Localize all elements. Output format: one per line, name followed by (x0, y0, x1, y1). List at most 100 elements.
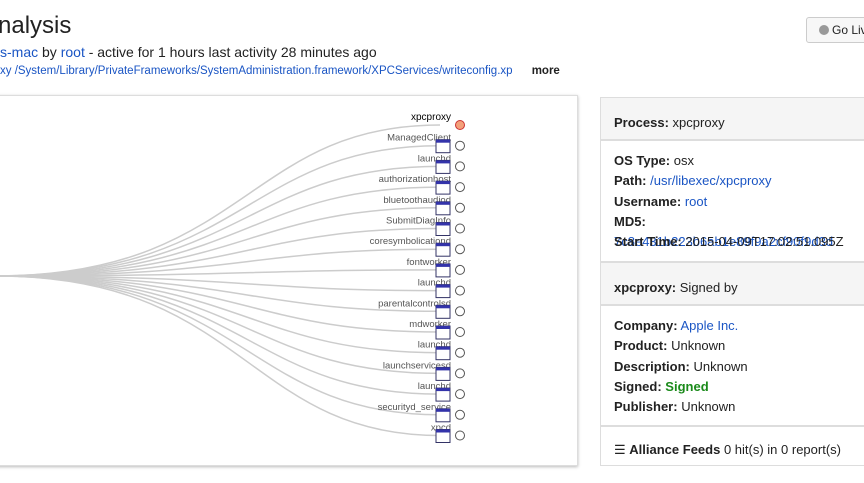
process-icon-bar (436, 284, 450, 288)
path-link[interactable]: xy /System/Library/PrivateFrameworks/Sys… (0, 65, 513, 77)
expand-node[interactable] (455, 409, 465, 420)
key: Start Time: (614, 234, 682, 250)
key: Signed: (614, 378, 662, 394)
edge (0, 124, 441, 277)
value: Unknown (671, 338, 726, 354)
value[interactable]: 7c8e431b223b6ab1e89f9a2cf90f9d3d (614, 234, 834, 250)
value: Unknown (693, 358, 748, 374)
node-label: parentalcontrolsd (378, 298, 451, 309)
key: Company: (614, 318, 678, 333)
value[interactable]: /usr/libexec/xpcproxy (650, 173, 772, 189)
expand-node[interactable] (455, 264, 465, 275)
node-label: ManagedClient (387, 133, 451, 144)
info-row: Company: Apple Inc. (614, 316, 856, 336)
expand-node[interactable] (455, 368, 465, 379)
node-label: launchd (418, 340, 451, 351)
host-link[interactable]: s-mac (0, 44, 39, 60)
node-label: bluetoothaudiod (383, 195, 451, 206)
edge (0, 227, 441, 277)
key: Alliance Feeds (629, 442, 721, 457)
process-icon-bar (436, 326, 450, 329)
expand-node[interactable] (455, 182, 465, 193)
expand-node[interactable] (455, 285, 465, 296)
expand-node[interactable] (455, 223, 465, 234)
node-label: coresymbolicationd (370, 236, 451, 247)
expand-node[interactable] (455, 327, 465, 337)
info-row: Path: /usr/libexec/xpcproxy (614, 171, 856, 191)
edge (0, 186, 441, 277)
key: MD5: (614, 213, 646, 229)
edge (0, 165, 441, 277)
value[interactable]: root (684, 193, 708, 209)
node-label: securityd_service (378, 402, 451, 413)
info-row: Description: Unknown (614, 357, 856, 377)
process-icon-bar (436, 160, 450, 164)
summary: s-mac by root - active for 1 hours last … (0, 44, 377, 60)
expand-node[interactable] (455, 347, 465, 358)
expand-node[interactable] (455, 140, 465, 151)
feeds-section: ☰ Alliance Feeds 0 hit(s) in 0 report(s) (600, 426, 864, 466)
key: Product: (614, 338, 668, 354)
expand-node[interactable] (455, 430, 465, 441)
go-live-button[interactable]: Go Liv (806, 17, 864, 43)
process-icon-bar (436, 305, 450, 309)
expand-node[interactable] (455, 120, 465, 130)
signing-section: Company: Apple Inc. Product: Unknown Descr… (600, 305, 864, 426)
edge (0, 275, 441, 354)
edge (0, 269, 441, 277)
value: Signed (665, 378, 709, 394)
key: OS Type: (614, 153, 671, 168)
value[interactable]: Apple Inc. (680, 318, 739, 333)
process-icon-bar (436, 181, 450, 185)
more-link[interactable]: more (531, 65, 560, 77)
process-icon-bar (436, 139, 450, 143)
process-icon-bar (436, 408, 450, 412)
node-label: authorizationhost (379, 174, 452, 185)
info-row: Signed: Signed (614, 377, 856, 397)
info-row: OS Type: osx (614, 151, 856, 171)
edge (0, 144, 441, 277)
user-link[interactable]: root (60, 44, 85, 60)
key: Path: (614, 173, 647, 189)
expand-node[interactable] (455, 306, 465, 317)
expand-node[interactable] (455, 244, 465, 255)
node-label: fontworker (407, 257, 451, 268)
process-header: Process: xpcproxy (600, 97, 864, 140)
edge (0, 275, 441, 313)
button-label: Go Liv (832, 23, 864, 37)
edge (0, 275, 441, 395)
process-icon-bar (436, 346, 450, 350)
expand-node[interactable] (455, 389, 465, 400)
key: xpcproxy: (614, 280, 677, 295)
expand-node[interactable] (455, 161, 465, 172)
info-row: Product: Unknown (614, 336, 856, 356)
edge (0, 275, 441, 333)
node-label: mdworker (409, 319, 451, 330)
process-icon (435, 304, 451, 319)
by: by (42, 44, 57, 60)
info-section: OS Type: osx Path: /usr/libexec/xpcproxy U… (600, 140, 864, 262)
process-icon (435, 139, 451, 154)
value: Unknown (681, 399, 736, 415)
edge (0, 248, 441, 277)
process-icon-bar (436, 367, 450, 371)
key: Description: (614, 358, 690, 374)
process-icon-bar (436, 388, 450, 392)
edge (0, 275, 441, 416)
process-icon-bar (436, 222, 450, 226)
value: osx (673, 153, 694, 168)
process-icon (435, 159, 451, 174)
info-row: Publisher: Unknown (614, 397, 856, 417)
signed-header: xpcproxy: Signed by (600, 262, 864, 305)
path-line: xy /System/Library/PrivateFrameworks/Sys… (0, 65, 560, 77)
key: Username: (614, 193, 682, 209)
edge (0, 275, 441, 375)
expand-node[interactable] (455, 202, 465, 213)
node-label: launchd (418, 153, 451, 164)
key: Process: (614, 115, 669, 130)
value: Signed by (679, 280, 738, 295)
node-label: launchd (418, 278, 451, 289)
activity: - active for 1 hours last activity 28 mi… (88, 44, 377, 60)
edge (0, 207, 441, 277)
